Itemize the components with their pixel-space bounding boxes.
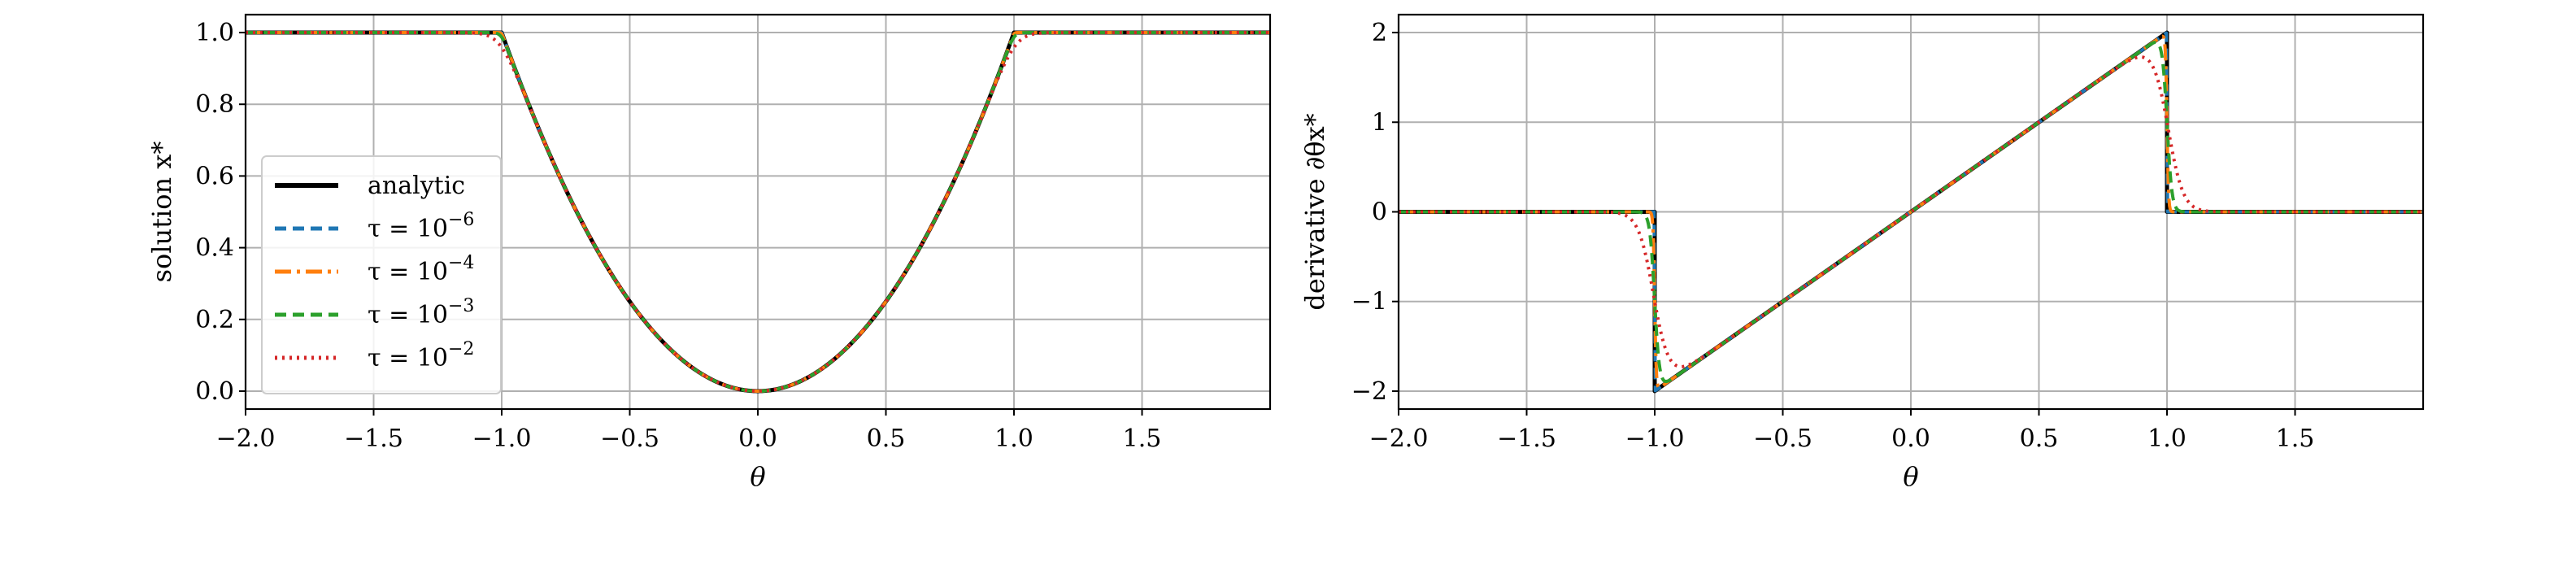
legend: analytic τ = 10−6 τ = 10−4 τ = 10−3 τ = 10−2: [261, 155, 502, 394]
x-tick-label: −0.5: [600, 424, 659, 453]
solution-series-4: [246, 31, 1270, 393]
x-tick-label: −1.5: [1497, 424, 1556, 453]
x-tick-label: 1.5: [2276, 424, 2315, 453]
x-tick-label: 0.5: [2020, 424, 2059, 453]
y-tick-label: 0.0: [195, 377, 234, 406]
derivative-series-4: [1399, 55, 2423, 368]
x-tick-label: −2.0: [216, 424, 276, 453]
derivative-panel: −2.0 −1.5 −1.0 −0.5 0.0 0.5 1.0 1.5 −2 −1 0 1 2 θ deri…: [1299, 13, 2425, 492]
x-tick-label: 1.0: [2147, 424, 2187, 453]
legend-label: τ = 10−4: [368, 253, 474, 286]
y-tick-label: 1: [1372, 108, 1387, 137]
y-tick-label: 2: [1372, 19, 1387, 47]
y-tick-label: 0.4: [195, 234, 234, 263]
x-tick-label: 1.5: [1123, 424, 1162, 453]
legend-label: τ = 10−2: [368, 339, 474, 372]
x-tick-label: 0.0: [1891, 424, 1930, 453]
y-tick-label: 0.6: [195, 162, 234, 190]
y-axis-label: solution x*: [146, 142, 177, 283]
x-axis-label: θ: [750, 461, 765, 492]
legend-label: analytic: [368, 172, 465, 200]
legend-label: τ = 10−6: [368, 210, 474, 243]
y-tick-label: 1.0: [195, 19, 234, 47]
y-tick-label: −1: [1351, 288, 1387, 316]
x-tick-label: −2.0: [1369, 424, 1429, 453]
x-tick-label: −1.0: [1625, 424, 1685, 453]
x-tick-label: −1.0: [472, 424, 532, 453]
legend-label: τ = 10−3: [368, 296, 474, 329]
y-tick-label: −2: [1351, 377, 1387, 406]
y-tick-label: 0.8: [195, 90, 234, 119]
x-tick-label: 1.0: [994, 424, 1033, 453]
x-tick-label: −0.5: [1753, 424, 1812, 453]
x-tick-label: 0.0: [738, 424, 777, 453]
x-tick-label: −1.5: [344, 424, 403, 453]
legend-box: [261, 155, 502, 394]
x-tick-label: 0.5: [867, 424, 906, 453]
y-tick-label: 0: [1372, 198, 1387, 227]
y-tick-label: 0.2: [195, 306, 234, 334]
x-axis-label: θ: [1903, 461, 1918, 492]
y-axis-label: derivative ∂θx*: [1299, 113, 1330, 310]
